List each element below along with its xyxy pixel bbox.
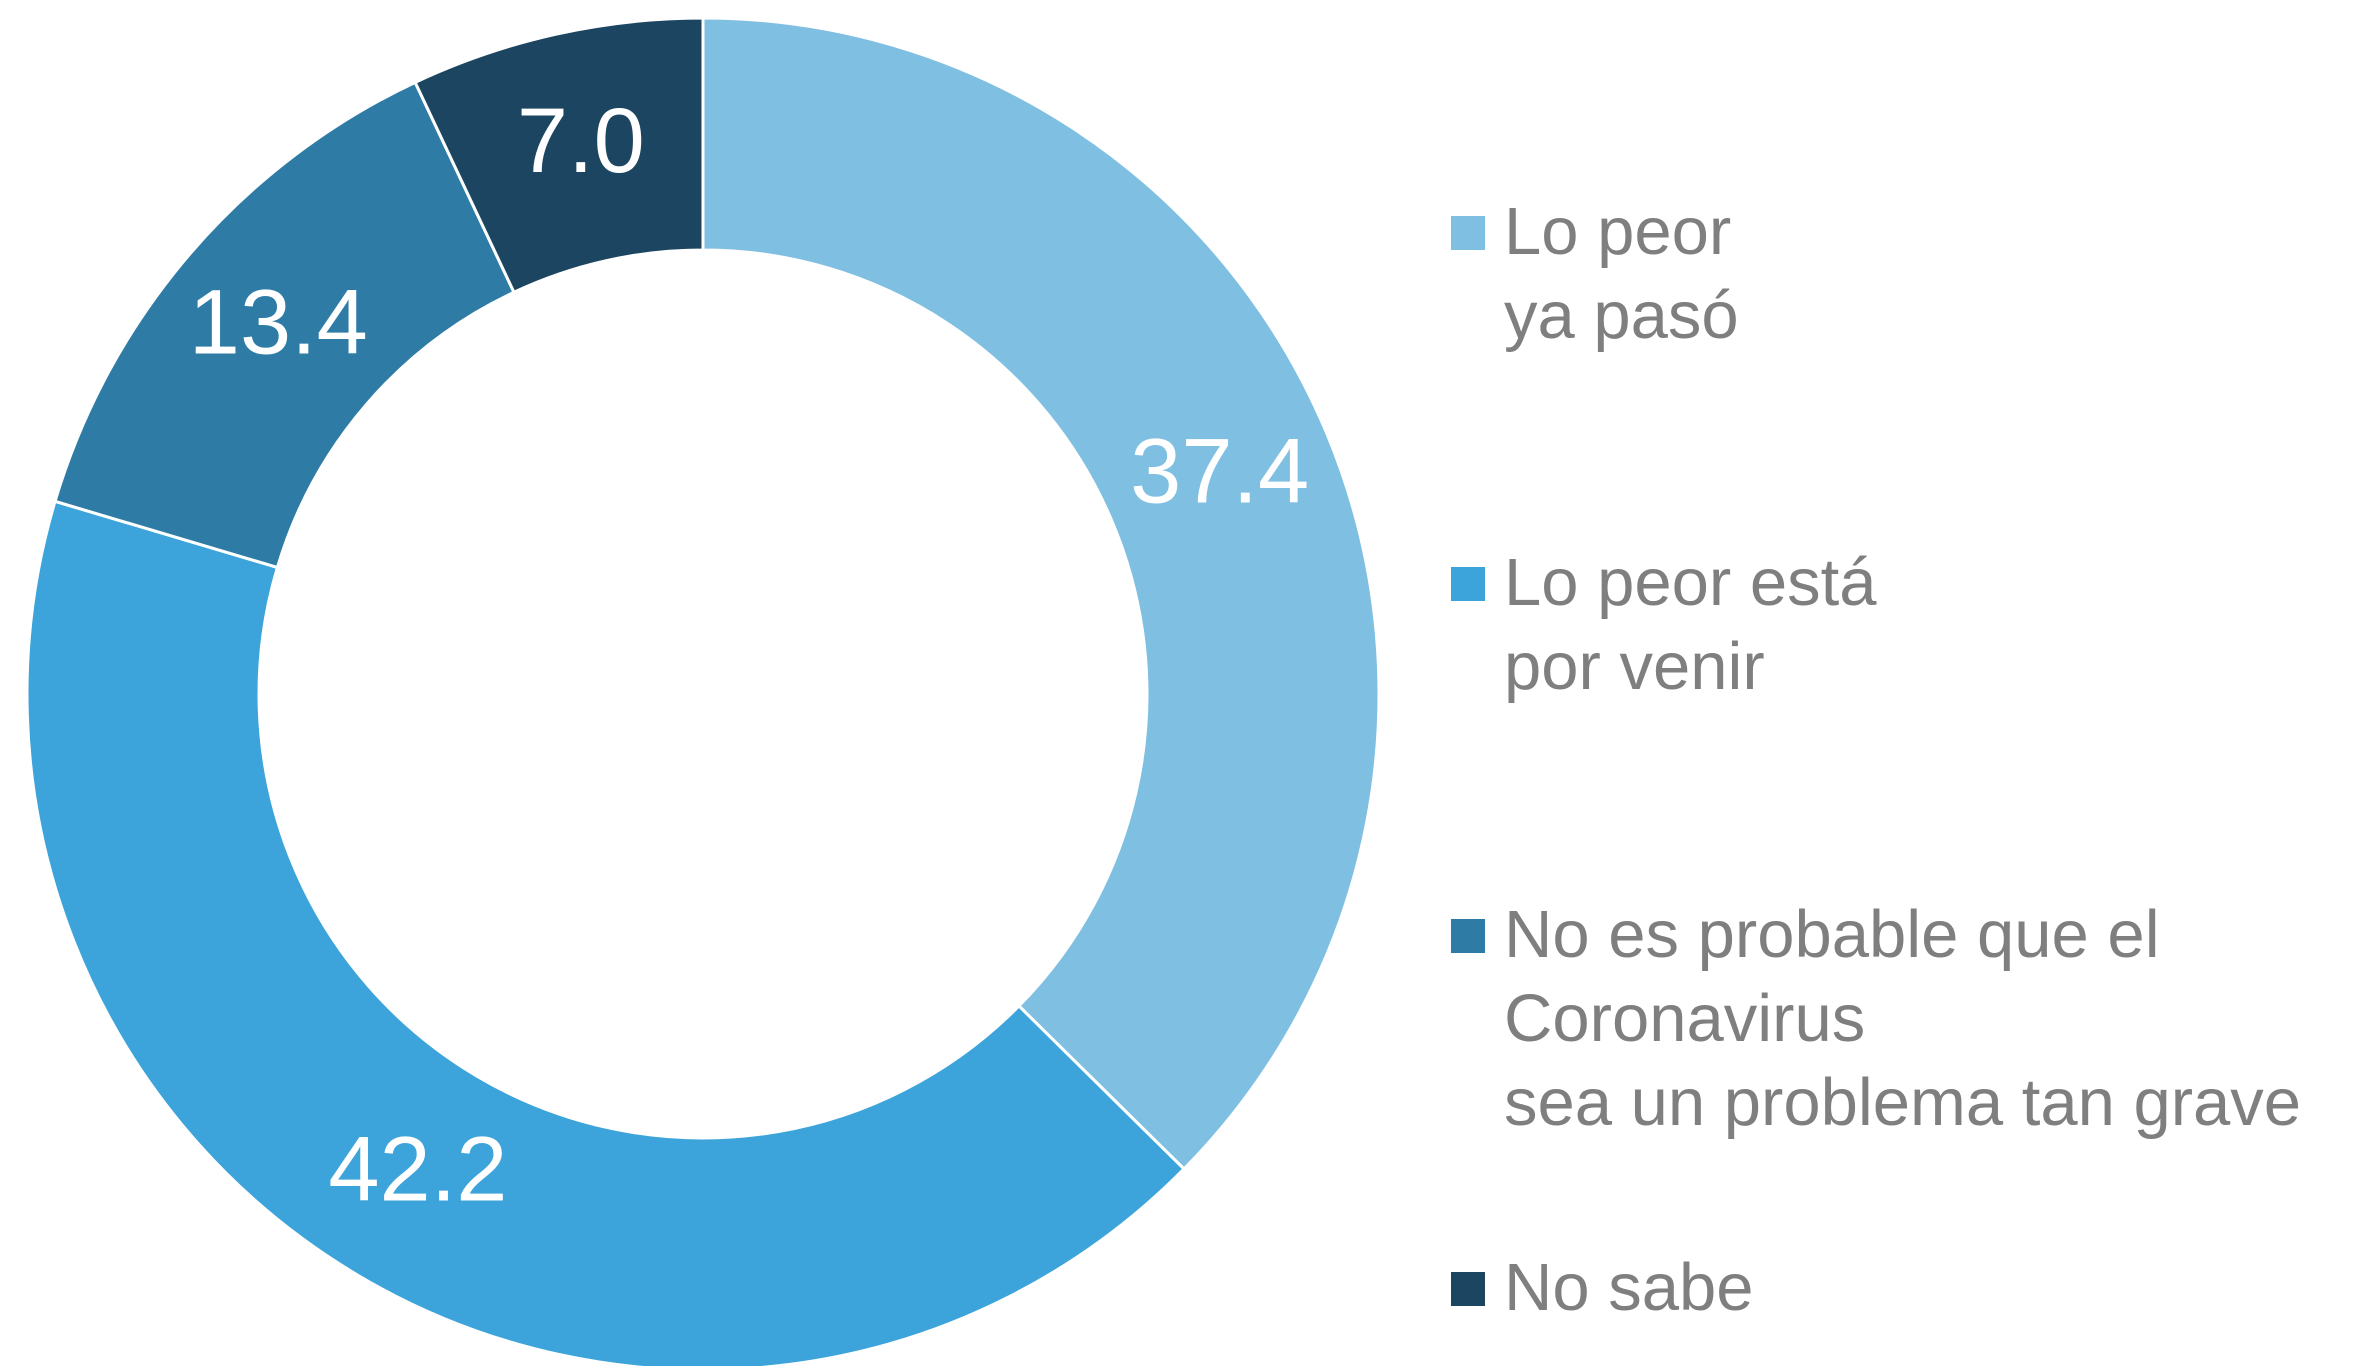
legend-label: No sabe [1504,1250,1754,1325]
data-label: 37.4 [1130,420,1309,522]
legend-swatch [1451,567,1485,601]
legend-label: No es probable que el Coronavirus sea un… [1504,897,2302,1140]
legend-entry: Lo peor ya pasó [1451,190,1739,358]
data-label: 42.2 [328,1118,507,1220]
donut-segment [413,16,705,295]
legend-swatch [1451,919,1485,953]
legend-entry: Lo peor está por venir [1451,541,1877,709]
donut-segment [701,16,1381,1172]
legend-label: Lo peor ya pasó [1504,194,1739,353]
donut-segment [25,499,1187,1366]
donut-segment [53,80,516,570]
legend-label: Lo peor está por venir [1504,545,1877,704]
data-label: 13.4 [189,271,368,373]
donut-chart: 37.4 42.2 13.4 7.0 [25,16,1381,1366]
legend-swatch [1451,1272,1485,1306]
legend-swatch [1451,216,1485,250]
legend-entry: No sabe [1451,1246,1754,1330]
legend-entry: No es probable que el Coronavirus sea un… [1451,893,2301,1145]
data-label: 7.0 [517,90,645,192]
